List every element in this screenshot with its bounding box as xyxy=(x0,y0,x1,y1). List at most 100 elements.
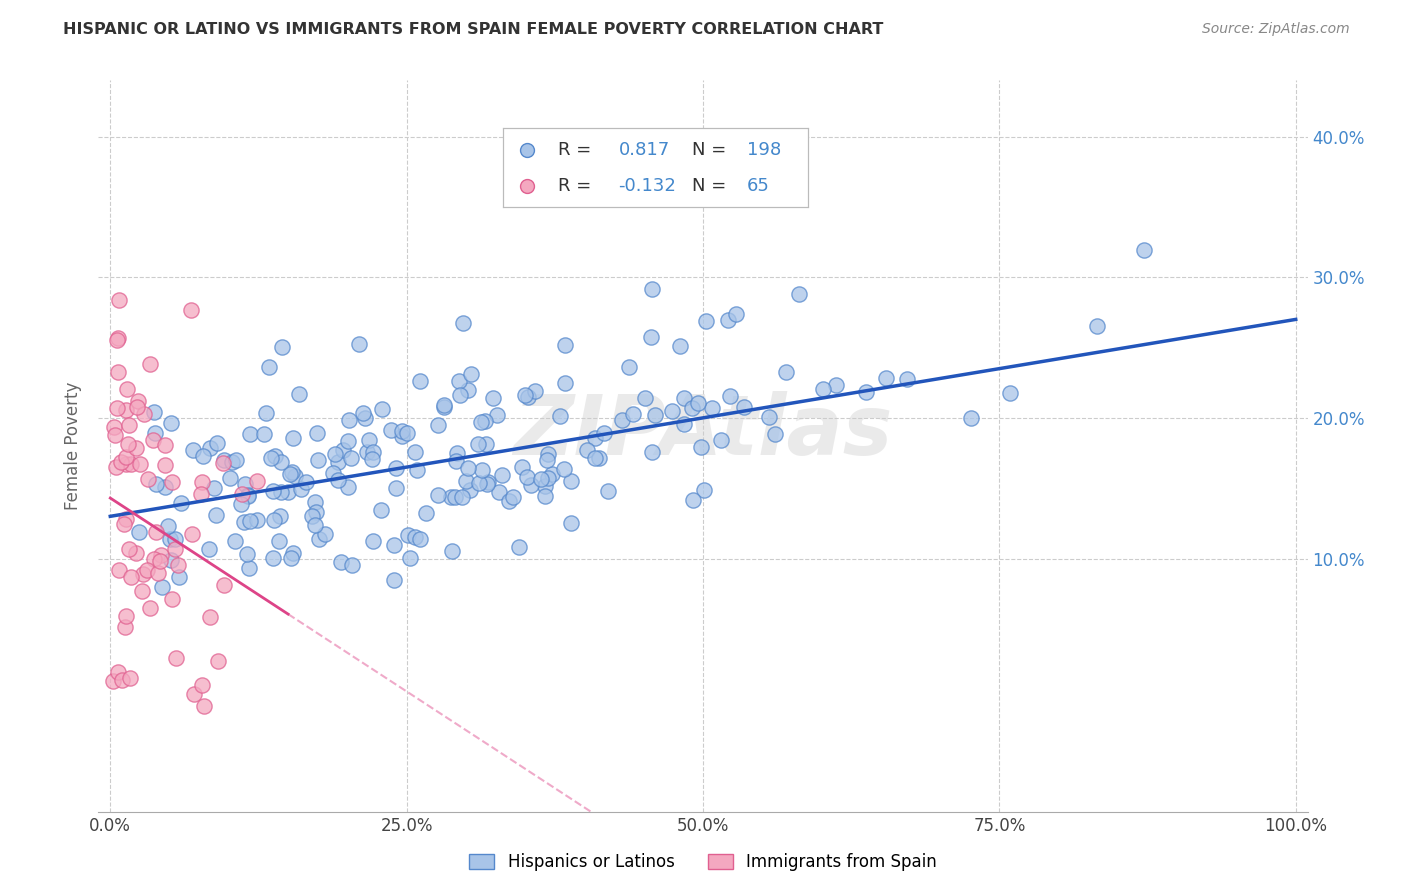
Point xyxy=(163,541,186,556)
Point xyxy=(326,455,349,469)
Point xyxy=(404,445,426,459)
Point xyxy=(254,406,277,420)
Point xyxy=(125,441,148,455)
Point xyxy=(150,548,173,562)
Point xyxy=(553,462,575,476)
Point xyxy=(231,487,253,501)
Point xyxy=(758,409,780,424)
Text: 0.817: 0.817 xyxy=(619,141,669,159)
Point xyxy=(117,437,139,451)
Point xyxy=(363,533,385,548)
Point xyxy=(340,558,363,572)
Point xyxy=(672,391,695,405)
Point xyxy=(205,508,228,523)
Point xyxy=(583,431,606,445)
Point xyxy=(214,452,236,467)
Point xyxy=(441,544,464,558)
Point xyxy=(131,566,153,581)
Point xyxy=(135,563,157,577)
Point xyxy=(356,445,378,459)
Point xyxy=(520,478,543,492)
Point xyxy=(280,467,302,481)
Point xyxy=(170,496,193,510)
Point xyxy=(246,474,269,488)
Point xyxy=(167,570,190,584)
Point xyxy=(427,488,450,502)
Point xyxy=(305,505,328,519)
Point xyxy=(105,333,128,347)
Point xyxy=(471,463,494,477)
Point xyxy=(253,427,276,442)
Point xyxy=(190,475,212,489)
Point xyxy=(181,443,204,458)
Point xyxy=(536,453,558,467)
Point xyxy=(183,687,205,701)
Text: 65: 65 xyxy=(747,178,769,195)
Text: N =: N = xyxy=(692,141,725,159)
Point xyxy=(433,400,456,414)
Point xyxy=(307,453,329,467)
Point xyxy=(617,359,640,374)
Point xyxy=(380,423,402,437)
Text: N =: N = xyxy=(692,178,725,195)
Point xyxy=(305,425,328,440)
Point xyxy=(548,409,571,424)
Point xyxy=(150,580,173,594)
Point xyxy=(510,460,533,475)
Point xyxy=(103,420,125,434)
Point xyxy=(142,433,165,447)
Point xyxy=(239,515,262,529)
Point xyxy=(270,340,292,354)
Text: 198: 198 xyxy=(747,141,780,159)
Point xyxy=(855,384,877,399)
Point xyxy=(290,482,312,496)
Point xyxy=(111,673,134,687)
Point xyxy=(534,489,557,503)
Point xyxy=(443,490,465,504)
Point xyxy=(524,384,547,398)
Point xyxy=(153,458,176,472)
Point xyxy=(128,525,150,540)
Point xyxy=(198,441,221,455)
Point xyxy=(283,546,305,560)
Point xyxy=(114,458,136,472)
Point xyxy=(115,402,138,417)
Point xyxy=(460,367,482,381)
Point xyxy=(115,450,138,464)
Point xyxy=(621,407,644,421)
Point xyxy=(330,555,353,569)
Point xyxy=(391,425,413,439)
Point xyxy=(236,488,259,502)
Point xyxy=(165,532,187,546)
Point xyxy=(263,513,285,527)
Point xyxy=(477,475,499,490)
Point xyxy=(693,483,716,497)
Point xyxy=(145,476,167,491)
Point xyxy=(485,408,508,422)
Point xyxy=(396,528,419,542)
Point xyxy=(588,451,610,466)
Point xyxy=(160,591,183,606)
Point xyxy=(165,651,187,665)
Point xyxy=(688,396,710,410)
Point xyxy=(682,493,704,508)
Point xyxy=(181,527,204,541)
Text: ZIPAtlas: ZIPAtlas xyxy=(513,391,893,472)
Point xyxy=(139,358,162,372)
Point xyxy=(811,382,834,396)
Point xyxy=(681,401,703,415)
Point xyxy=(560,516,582,530)
Point xyxy=(720,389,742,403)
Point xyxy=(491,468,513,483)
Point xyxy=(128,457,150,471)
Point xyxy=(336,434,359,448)
Point xyxy=(825,378,848,392)
Point xyxy=(640,445,662,459)
Point xyxy=(347,336,370,351)
Point xyxy=(337,412,360,426)
Point xyxy=(357,434,380,448)
Point xyxy=(219,471,242,485)
Point xyxy=(458,483,481,497)
Point xyxy=(103,427,125,442)
Point xyxy=(127,394,149,409)
